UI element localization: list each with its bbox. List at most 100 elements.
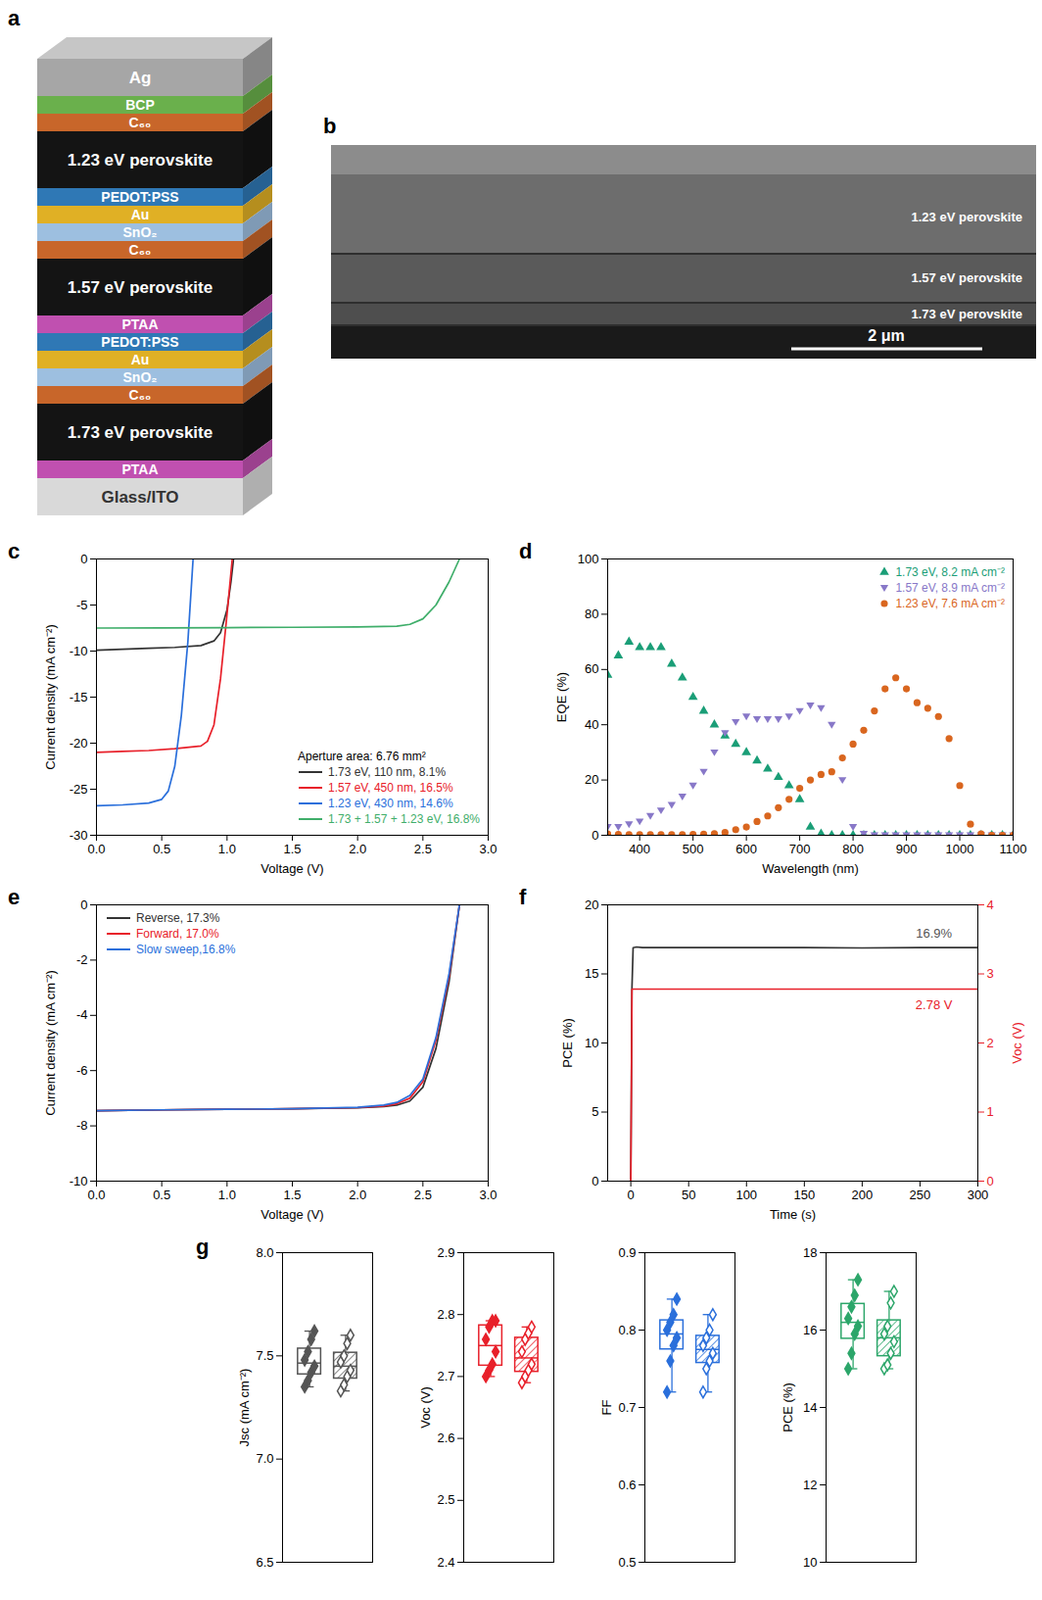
- svg-text:1.5: 1.5: [283, 841, 301, 856]
- svg-text:20: 20: [584, 771, 599, 787]
- svg-text:0: 0: [80, 897, 88, 912]
- svg-text:16: 16: [803, 1322, 817, 1337]
- svg-text:Jsc (mA cm⁻²): Jsc (mA cm⁻²): [236, 1368, 252, 1447]
- svg-text:-25: -25: [69, 781, 89, 797]
- svg-text:0.7: 0.7: [617, 1399, 636, 1415]
- svg-text:1.0: 1.0: [218, 1186, 237, 1202]
- svg-text:16.9%: 16.9%: [915, 925, 952, 941]
- svg-text:14: 14: [803, 1399, 817, 1415]
- svg-text:300: 300: [967, 1186, 990, 1202]
- svg-text:1.5: 1.5: [283, 1186, 301, 1202]
- svg-text:0.5: 0.5: [152, 1186, 171, 1202]
- svg-text:Voc (V): Voc (V): [1009, 1021, 1025, 1064]
- svg-text:18: 18: [803, 1244, 817, 1260]
- svg-text:FF: FF: [599, 1399, 615, 1416]
- svg-text:C₆₀: C₆₀: [129, 386, 152, 403]
- svg-text:2.5: 2.5: [414, 841, 432, 856]
- svg-text:8.0: 8.0: [255, 1244, 274, 1260]
- svg-text:600: 600: [735, 841, 758, 856]
- svg-text:-8: -8: [76, 1117, 89, 1133]
- svg-text:PCE (%): PCE (%): [780, 1381, 796, 1432]
- svg-text:0.6: 0.6: [617, 1476, 636, 1492]
- svg-text:7.0: 7.0: [255, 1450, 274, 1466]
- svg-text:10: 10: [803, 1554, 817, 1569]
- svg-text:2.5: 2.5: [436, 1491, 455, 1507]
- svg-text:6.5: 6.5: [255, 1554, 274, 1569]
- svg-text:0: 0: [987, 1173, 995, 1188]
- svg-text:Wavelength (nm): Wavelength (nm): [761, 860, 859, 876]
- svg-text:2.4: 2.4: [436, 1554, 455, 1569]
- svg-text:1.57 eV perovskite: 1.57 eV perovskite: [67, 278, 213, 297]
- svg-text:-4: -4: [76, 1006, 89, 1022]
- svg-text:700: 700: [789, 841, 811, 856]
- svg-text:500: 500: [682, 841, 705, 856]
- svg-text:-5: -5: [76, 597, 89, 613]
- svg-text:0.0: 0.0: [87, 841, 105, 856]
- svg-text:SnO₂: SnO₂: [123, 224, 158, 240]
- svg-text:1000: 1000: [946, 841, 975, 856]
- svg-text:0.5: 0.5: [617, 1554, 636, 1569]
- svg-text:1.73 eV perovskite: 1.73 eV perovskite: [67, 423, 213, 442]
- svg-text:800: 800: [842, 841, 864, 856]
- svg-text:3.0: 3.0: [478, 841, 497, 856]
- svg-text:PTAA: PTAA: [121, 316, 158, 332]
- svg-text:1.57 eV perovskite: 1.57 eV perovskite: [911, 270, 1023, 285]
- svg-text:C₆₀: C₆₀: [129, 241, 152, 258]
- svg-text:Au: Au: [131, 206, 150, 223]
- svg-text:-10: -10: [69, 643, 89, 659]
- svg-text:15: 15: [584, 965, 599, 981]
- svg-text:2 μm: 2 μm: [867, 327, 904, 344]
- svg-text:100: 100: [735, 1186, 758, 1202]
- svg-text:3.0: 3.0: [478, 1186, 497, 1202]
- svg-text:EQE (%): EQE (%): [554, 671, 569, 722]
- svg-text:PTAA: PTAA: [121, 461, 158, 477]
- svg-text:Glass/ITO: Glass/ITO: [100, 487, 179, 507]
- svg-text:40: 40: [584, 716, 599, 732]
- svg-text:-6: -6: [76, 1062, 89, 1078]
- svg-text:2.0: 2.0: [348, 841, 367, 856]
- svg-text:1100: 1100: [999, 841, 1028, 856]
- svg-text:80: 80: [584, 606, 599, 621]
- svg-text:0: 0: [627, 1186, 635, 1202]
- svg-text:4: 4: [987, 897, 995, 912]
- svg-text:0.0: 0.0: [87, 1186, 105, 1202]
- svg-text:250: 250: [909, 1186, 932, 1202]
- svg-text:PEDOT:PSS: PEDOT:PSS: [100, 189, 179, 205]
- svg-text:1.23 eV perovskite: 1.23 eV perovskite: [911, 209, 1023, 225]
- svg-text:2.0: 2.0: [348, 1186, 367, 1202]
- svg-text:0.8: 0.8: [617, 1322, 636, 1337]
- svg-text:200: 200: [852, 1186, 874, 1202]
- svg-text:Voltage (V): Voltage (V): [260, 1206, 324, 1222]
- svg-text:3: 3: [987, 965, 995, 981]
- svg-text:2.9: 2.9: [436, 1244, 455, 1260]
- svg-text:C₆₀: C₆₀: [129, 114, 152, 131]
- svg-text:0: 0: [591, 827, 599, 843]
- svg-text:Voltage (V): Voltage (V): [260, 860, 324, 876]
- svg-text:-15: -15: [69, 689, 89, 705]
- svg-text:50: 50: [681, 1186, 696, 1202]
- svg-text:PCE (%): PCE (%): [560, 1017, 575, 1068]
- svg-text:1: 1: [987, 1103, 995, 1119]
- svg-text:BCP: BCP: [125, 96, 155, 113]
- svg-text:-20: -20: [69, 735, 89, 751]
- svg-text:150: 150: [793, 1186, 815, 1202]
- svg-text:0: 0: [591, 1173, 599, 1188]
- svg-text:0.9: 0.9: [617, 1244, 636, 1260]
- svg-text:2.5: 2.5: [414, 1186, 432, 1202]
- svg-text:400: 400: [628, 841, 651, 856]
- svg-text:Current density (mA cm⁻²): Current density (mA cm⁻²): [43, 969, 58, 1115]
- svg-text:SnO₂: SnO₂: [123, 369, 158, 385]
- svg-text:PEDOT:PSS: PEDOT:PSS: [100, 333, 179, 350]
- svg-text:2.78 V: 2.78 V: [915, 996, 953, 1012]
- svg-text:0: 0: [80, 551, 88, 567]
- svg-text:Ag: Ag: [129, 68, 152, 88]
- svg-text:1.0: 1.0: [218, 841, 237, 856]
- svg-text:Current density (mA cm⁻²): Current density (mA cm⁻²): [43, 623, 58, 769]
- svg-text:2.7: 2.7: [436, 1368, 455, 1383]
- svg-text:60: 60: [584, 661, 599, 676]
- svg-text:0.5: 0.5: [152, 841, 171, 856]
- svg-text:12: 12: [803, 1476, 817, 1492]
- svg-text:10: 10: [584, 1035, 599, 1050]
- svg-text:5: 5: [591, 1103, 599, 1119]
- svg-text:1.23 eV perovskite: 1.23 eV perovskite: [67, 150, 213, 170]
